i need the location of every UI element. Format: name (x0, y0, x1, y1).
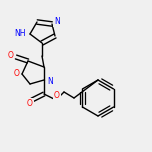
Text: O: O (13, 69, 19, 78)
Text: O: O (54, 92, 60, 100)
Text: O: O (27, 98, 33, 107)
Text: O: O (7, 52, 13, 60)
Text: N: N (54, 17, 60, 26)
Text: NH: NH (14, 29, 26, 38)
Text: N: N (47, 76, 53, 85)
